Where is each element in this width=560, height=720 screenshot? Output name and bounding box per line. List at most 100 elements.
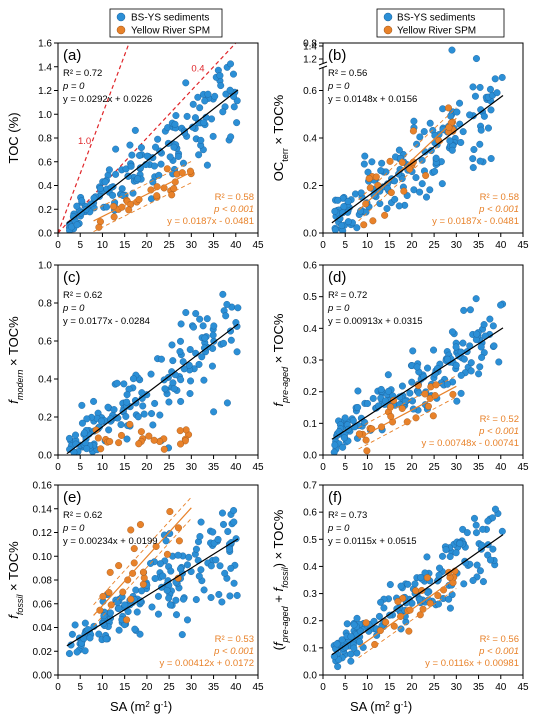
data-point-yellow-river [106,438,114,446]
data-point-yellow-river [110,202,118,210]
y-tick-label: 0.4 [303,562,317,573]
data-point-bs-ys [198,353,206,361]
y-tick-label: 1.2 [303,55,317,66]
data-point-bs-ys [218,598,226,606]
data-point-bs-ys [192,309,200,317]
panel-label: (e) [63,489,81,506]
x-tick-label: 15 [119,682,131,693]
stats-text-bs-ys: y = 0.0292x + 0.0226 [63,94,152,105]
data-point-bs-ys [463,529,471,537]
y-axis-label-part: ( [271,645,286,650]
x-tick-label: 30 [186,240,198,251]
panels: 1.0 0.4 0.0 0.2 0.4 0.6 0.8 1.0 1.2 1.4 1.6 0 5 10 15 2… [6,39,529,694]
data-point-yellow-river [163,165,171,173]
data-point-bs-ys [107,183,115,191]
y-tick-label: 0.2 [38,205,52,216]
x-tick-label: 35 [473,240,485,251]
stats-text-bs-ys: R² = 0.62 [63,290,102,301]
x-tick-label: 40 [495,462,507,473]
data-point-bs-ys [226,592,234,600]
data-point-bs-ys [162,537,170,545]
x-tick-label: 30 [451,682,463,693]
data-point-bs-ys [487,155,495,163]
data-point-bs-ys [150,162,158,170]
x-tick-label: 25 [429,462,441,473]
data-point-bs-ys [347,633,355,641]
data-point-bs-ys [472,295,480,303]
data-point-bs-ys [343,620,351,628]
y-axis-label-part: × TOC% [271,94,286,148]
data-point-bs-ys [391,195,399,203]
data-point-bs-ys [426,119,434,127]
data-point-bs-ys [432,154,440,162]
confidence-band-orange [93,161,192,211]
chart-panel: 0.0 0.1 0.2 0.3 0.4 0.5 0.6 0 5 10 15 20 25 30 35 40 45 (… [271,261,529,474]
data-point-yellow-river [115,562,123,570]
data-point-bs-ys [169,379,177,387]
y-tick-label: 0.16 [33,481,53,492]
data-point-bs-ys [172,596,180,604]
data-point-bs-ys [443,380,451,388]
y-tick-label: 0.6 [303,261,317,272]
data-point-yellow-river [175,537,183,545]
data-point-bs-ys [476,140,484,148]
data-point-bs-ys [197,566,205,574]
chart-panel: 0.0 0.2 0.4 0.6 0.8 0 5 10 15 20 25 30 35 40 45 1.4 1.2 (… [271,39,529,252]
data-point-bs-ys [344,218,352,226]
y-axis-label-part: fossil [280,566,290,588]
y-tick-label: 0.3 [303,589,317,600]
y-tick-label: 0.12 [33,528,53,539]
fit-line-blue [66,89,239,224]
data-point-bs-ys [353,614,361,622]
data-point-bs-ys [96,185,104,193]
y-axis-label-part: × TOC% [6,541,21,595]
x-tick-label: 15 [384,462,396,473]
data-point-bs-ys [469,164,477,172]
confidence-band-orange [93,496,192,606]
stats-text-bs-ys: R² = 0.73 [328,510,367,521]
data-point-bs-ys [413,363,421,371]
stats-text-bs-ys: p = 0 [62,523,85,534]
data-point-bs-ys [431,167,439,175]
data-point-bs-ys [354,387,362,395]
x-tick-label: 0 [55,462,61,473]
data-point-bs-ys [430,346,438,354]
data-point-bs-ys [197,518,205,526]
data-point-bs-ys [344,197,352,205]
panel-label: (f) [328,489,342,506]
data-point-bs-ys [97,417,105,425]
data-point-bs-ys [347,650,355,658]
data-point-bs-ys [152,143,160,151]
x-tick-label: 45 [517,240,529,251]
stats-text-yellow-river: R² = 0.58 [215,192,254,203]
data-point-bs-ys [233,119,241,127]
data-point-bs-ys [219,290,227,298]
data-point-bs-ys [151,575,159,583]
data-point-bs-ys [408,378,416,386]
data-point-yellow-river [394,597,402,605]
x-tick-label: 15 [384,240,396,251]
y-tick-label: 1.2 [38,86,52,97]
data-point-bs-ys [211,92,219,100]
data-point-bs-ys [477,343,485,351]
data-point-bs-ys [227,336,235,344]
data-point-bs-ys [197,136,205,144]
data-point-bs-ys [126,141,134,149]
confidence-band-orange [358,375,457,429]
data-point-yellow-river [386,157,394,165]
data-point-bs-ys [331,441,339,449]
data-point-bs-ys [159,572,167,580]
y-tick-label: 0.4 [38,181,52,192]
data-point-bs-ys [119,192,127,200]
x-tick-label: 10 [97,240,109,251]
data-point-bs-ys [404,580,412,588]
x-tick-label: 5 [77,240,83,251]
data-point-bs-ys [478,353,486,361]
data-point-bs-ys [78,419,86,427]
data-point-bs-ys [154,135,162,143]
data-point-bs-ys [210,408,218,416]
data-point-bs-ys [384,387,392,395]
legend-marker-orange [116,25,126,35]
x-tick-label: 25 [164,682,176,693]
data-point-bs-ys [218,509,226,517]
